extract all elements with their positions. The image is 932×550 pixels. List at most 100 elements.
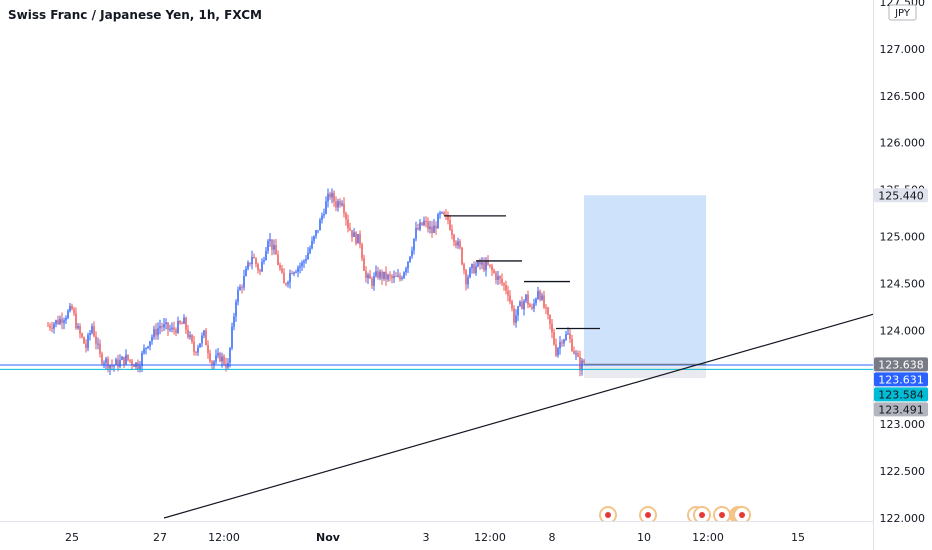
candle-body [451,229,453,236]
candle-body [231,326,233,348]
candle-body [573,351,575,354]
candle-body [303,260,305,263]
candle-body [457,241,459,246]
candle-body [241,286,243,288]
candle-body [155,329,157,336]
drawings [0,215,877,519]
candle-body [399,275,401,280]
target-zone[interactable] [584,195,706,365]
candle-body [197,347,199,353]
candle-body [559,342,561,349]
candle-body [207,345,209,354]
candle-body [329,193,331,198]
candle-body [427,221,429,229]
candle-body [429,226,431,229]
candle-body [279,264,281,269]
candle-body [237,290,239,302]
candle-body [223,356,225,364]
candle-body [557,348,559,356]
candle-body [145,347,147,349]
candle-body [209,353,211,362]
economic-event-icon[interactable] [713,506,731,524]
candle-body [95,336,97,344]
candle-body [497,276,499,280]
economic-event-icon[interactable] [599,506,617,524]
candle-body [473,264,475,274]
candle-body [459,241,461,248]
candle-body [71,305,73,310]
price-tag: 123.584 [874,387,928,402]
candle-body [65,318,67,321]
candle-body [49,325,51,328]
currency-badge[interactable]: JPY [888,4,917,21]
candle-body [129,359,131,361]
candle-body [515,315,517,323]
candle-body [85,343,87,349]
candle-body [55,320,57,324]
chart-title: Swiss Franc / Japanese Yen, 1h, FXCM [8,8,262,22]
candle-body [355,232,357,244]
candle-body [469,268,471,278]
candle-body [247,262,249,269]
candle-body [503,283,505,286]
candle-body [169,328,171,330]
candle-body [439,212,441,215]
candle-body [385,271,387,280]
price-tag: 123.638 [874,357,928,372]
price-tag: 123.491 [874,402,928,417]
candle-body [321,215,323,220]
trendline[interactable] [163,312,877,519]
economic-event-icon[interactable] [639,506,657,524]
candle-body [159,326,161,329]
candle-body [293,272,295,275]
candle-body [373,276,375,286]
time-tick-label: 25 [65,531,79,544]
candle-body [485,261,487,271]
candle-body [509,295,511,302]
candle-body [583,360,585,363]
candle-body [309,248,311,253]
candle-body [93,326,95,337]
svg-text:125.440: 125.440 [878,189,924,202]
candle-body [109,365,111,369]
candle-body [567,333,569,335]
candle-body [295,271,297,273]
price-tick-label: 127.000 [880,43,926,56]
candle-body [315,230,317,237]
svg-text:123.638: 123.638 [878,358,924,371]
candle-body [249,262,251,265]
candle-body [143,348,145,354]
candle-body [563,339,565,344]
candle-body [257,264,259,271]
time-tick-label: 3 [423,531,430,544]
candle-body [181,323,183,325]
candle-body [495,272,497,280]
candle-body [211,361,213,365]
candle-body [335,201,337,208]
price-tick-label: 123.000 [880,418,926,431]
candle-body [259,270,261,272]
candle-body [413,238,415,251]
candle-body [343,203,345,214]
candle-body [61,318,63,323]
candle-body [147,346,149,348]
candle-body [167,322,169,330]
candle-body [305,259,307,261]
candle-body [581,360,583,371]
candle-body [545,307,547,309]
candle-body [191,335,193,342]
candle-body [113,365,115,367]
candle-body [125,354,127,365]
economic-event-icon[interactable] [733,506,751,524]
economic-event-icon[interactable] [693,506,711,524]
stop-zone[interactable] [584,364,706,379]
candle-body [287,282,289,285]
candle-body [529,304,531,308]
candle-body [325,201,327,214]
time-axis[interactable]: 25 27 12:00 Nov 3 12:00 8 10 12:00 15 [65,531,805,544]
candle-body [357,234,359,244]
candle-body [351,230,353,237]
candle-body [289,273,291,283]
candle-body [347,219,349,229]
